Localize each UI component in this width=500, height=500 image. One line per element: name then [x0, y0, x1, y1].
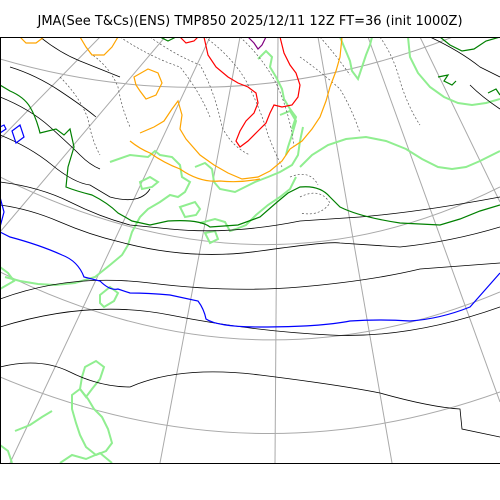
isotherm-zero [0, 124, 500, 328]
longitude-line [419, 37, 500, 203]
temperature-isotherm [0, 37, 500, 438]
map-canvas [0, 37, 500, 463]
coastline [0, 37, 500, 463]
isotherm-minus6 [0, 37, 500, 228]
latitude-line [0, 37, 455, 88]
longitude-line [9, 37, 211, 463]
temperature-isotherm-dotted [59, 37, 421, 215]
latitude-line [0, 176, 500, 245]
longitude-line [367, 37, 500, 403]
longitude-line [159, 37, 241, 463]
isotherm-minus18 [179, 37, 301, 148]
isotherm-minus24 [247, 37, 267, 50]
latitude-line [0, 271, 500, 341]
map-title: JMA(See T&Cs)(ENS) TMP850 2025/12/11 12Z… [37, 14, 463, 29]
longitude-line [317, 37, 393, 463]
isotherm-minus12 [19, 37, 343, 183]
weather-map [0, 37, 500, 463]
lat-lon-grid [0, 37, 500, 463]
latitude-line [0, 376, 500, 434]
longitude-line [0, 37, 101, 140]
longitude-line [0, 37, 166, 233]
longitude-line [274, 37, 279, 463]
